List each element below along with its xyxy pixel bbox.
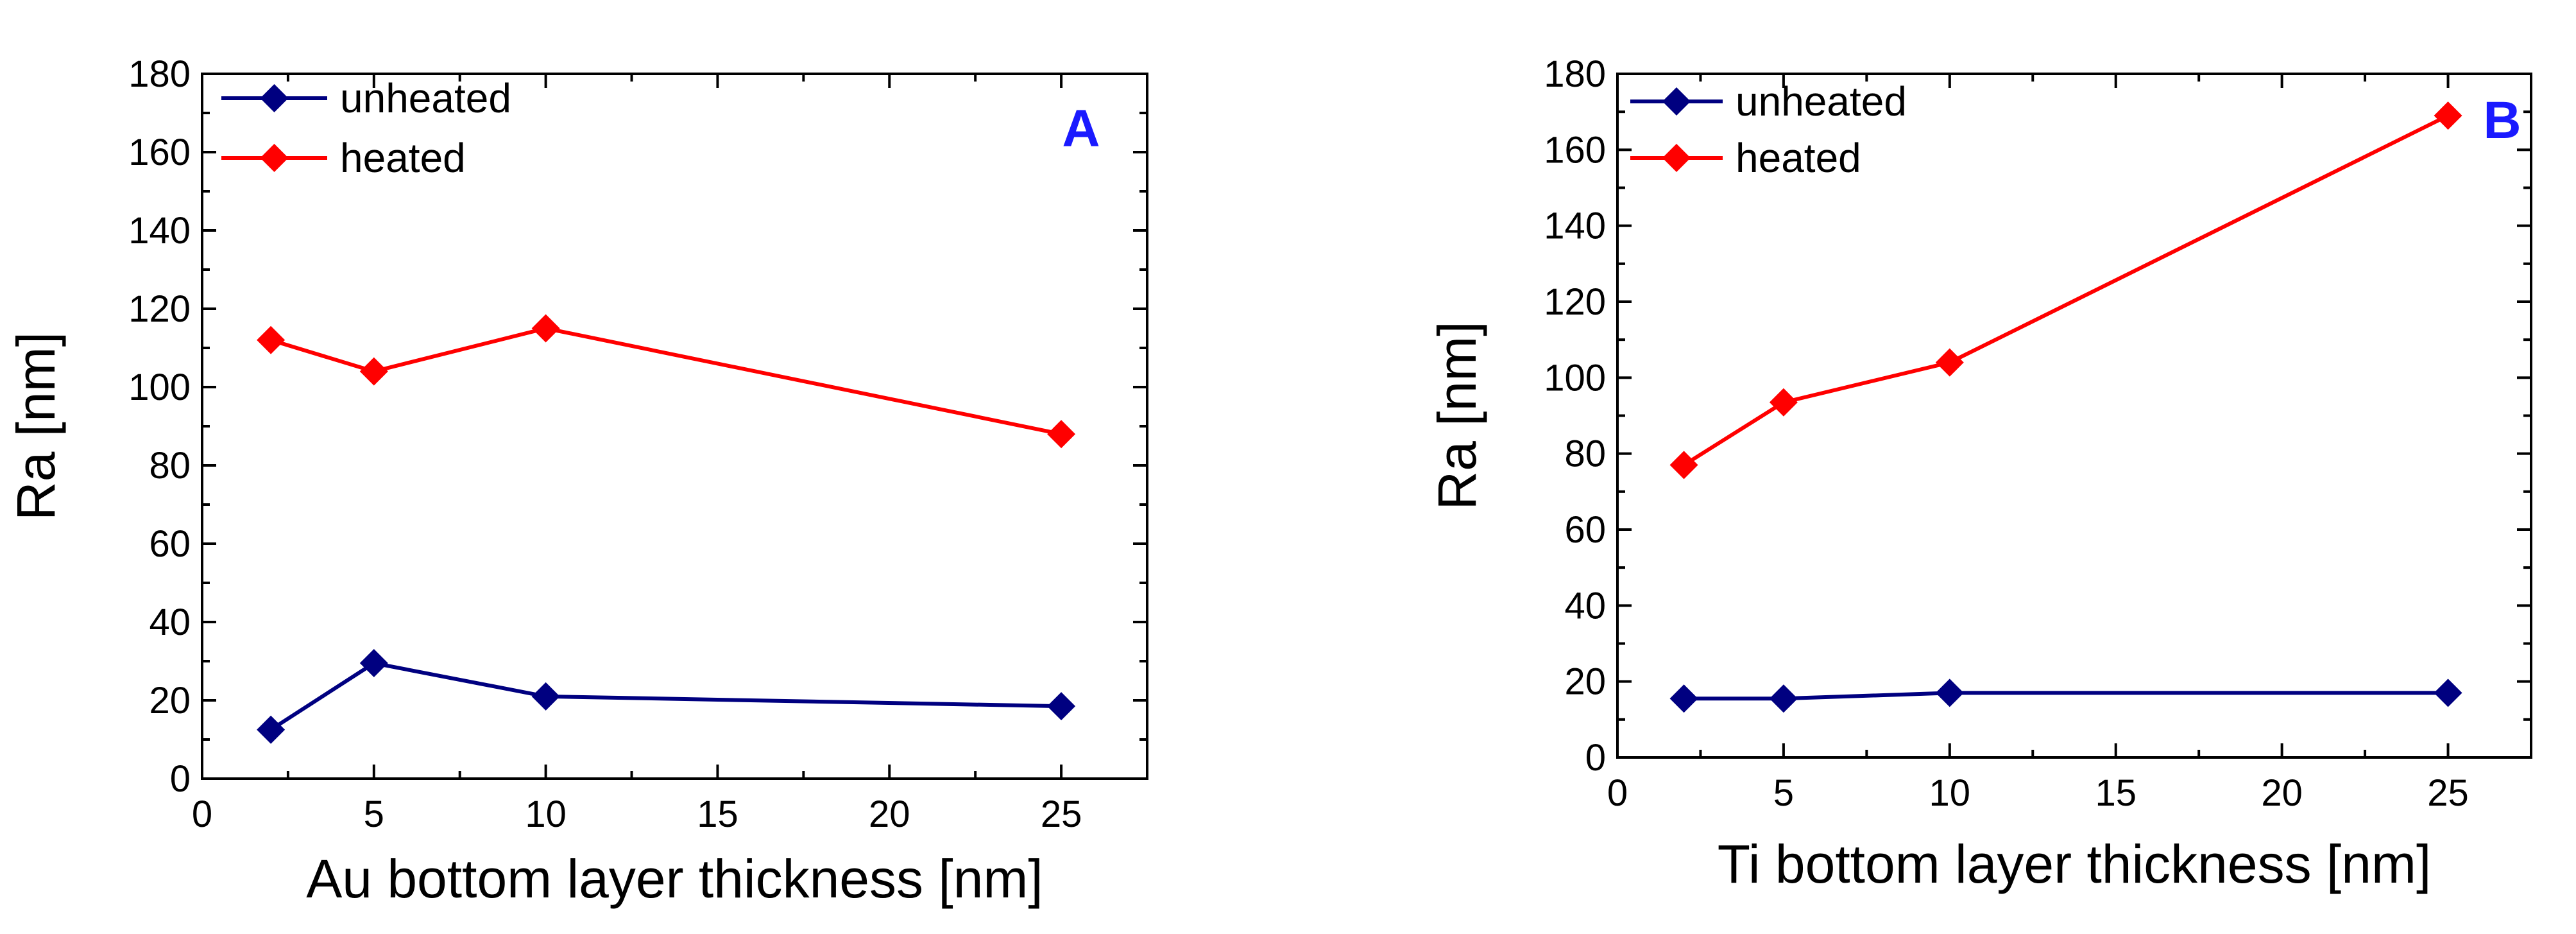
y-axis-label: Ra [nm] (1427, 321, 1487, 510)
x-tick-label: 10 (1929, 772, 1971, 814)
panel-label: B (2483, 91, 2521, 150)
x-tick-label: 20 (869, 793, 910, 835)
y-tick-label: 40 (149, 601, 191, 643)
data-point-heated (1769, 388, 1798, 417)
y-tick-label: 180 (128, 53, 191, 95)
legend-label-heated: heated (340, 135, 466, 181)
y-tick-label: 80 (149, 445, 191, 487)
chart-panel-b: 0 20 40 60 80 100 120 140 160 180 0 5 10 15 20 25 Ti bot… (1427, 53, 2532, 894)
y-tick-label: 140 (128, 210, 191, 252)
data-point-heated (1669, 451, 1698, 480)
legend-label-unheated: unheated (1736, 78, 1907, 125)
legend-marker-heated (1662, 144, 1691, 172)
y-tick-label: 100 (128, 367, 191, 408)
y-tick-label: 40 (1564, 585, 1606, 627)
y-axis-label: Ra [nm] (6, 332, 66, 521)
data-point-unheated (1047, 692, 1076, 721)
data-point-unheated (531, 682, 560, 711)
data-point-heated (531, 314, 560, 343)
x-axis-label: Au bottom layer thickness [nm] (306, 849, 1043, 909)
data-point-unheated (1769, 684, 1798, 713)
series-line-unheated (269, 661, 1062, 732)
data-point-heated (2434, 101, 2462, 130)
y-tick-label: 60 (149, 523, 191, 565)
x-axis-label: Ti bottom layer thickness [nm] (1718, 834, 2432, 894)
data-point-unheated (257, 715, 286, 744)
data-point-heated (1935, 348, 1964, 377)
data-point-heated (359, 357, 388, 386)
y-tick-label: 160 (128, 132, 191, 173)
x-tick-label: 0 (1607, 772, 1628, 814)
legend-label-unheated: unheated (340, 75, 511, 121)
y-tick-label: 100 (1544, 357, 1606, 399)
legend-label-heated: heated (1736, 135, 1861, 181)
y-tick-label: 0 (1585, 737, 1606, 779)
y-tick-label: 0 (170, 758, 191, 800)
y-tick-label: 160 (1544, 129, 1606, 171)
data-point-unheated (1669, 684, 1698, 713)
y-tick-label: 180 (1544, 53, 1606, 95)
legend-marker-heated (260, 144, 289, 172)
y-tick-label: 120 (128, 288, 191, 330)
chart-panel-a: 0 20 40 60 80 100 120 140 160 180 0 5 10 15 20 25 Au bot… (6, 53, 1148, 909)
y-tick-label: 20 (1564, 661, 1606, 703)
series-line-heated (270, 326, 1062, 437)
data-point-heated (1047, 420, 1076, 449)
x-tick-label: 25 (1041, 793, 1082, 835)
x-tick-label: 10 (525, 793, 567, 835)
y-tick-label: 120 (1544, 281, 1606, 323)
y-tick-label: 140 (1544, 205, 1606, 247)
data-point-unheated (359, 649, 388, 678)
x-tick-label: 5 (1773, 772, 1794, 814)
series-line-unheated (1684, 691, 2448, 701)
x-tick-label: 5 (364, 793, 384, 835)
data-point-unheated (1935, 679, 1964, 707)
x-tick-label: 15 (2095, 772, 2137, 814)
y-tick-label: 60 (1564, 509, 1606, 551)
x-tick-label: 15 (697, 793, 738, 835)
data-point-unheated (2434, 679, 2462, 707)
x-tick-label: 0 (192, 793, 212, 835)
legend-marker-unheated (260, 84, 289, 112)
x-tick-label: 25 (2427, 772, 2469, 814)
y-tick-label: 20 (149, 680, 191, 722)
series-line-heated (1682, 114, 2449, 467)
panel-label: A (1062, 99, 1100, 158)
legend-marker-unheated (1662, 87, 1691, 116)
x-tick-label: 20 (2261, 772, 2303, 814)
data-point-heated (257, 325, 286, 354)
y-tick-label: 80 (1564, 433, 1606, 475)
